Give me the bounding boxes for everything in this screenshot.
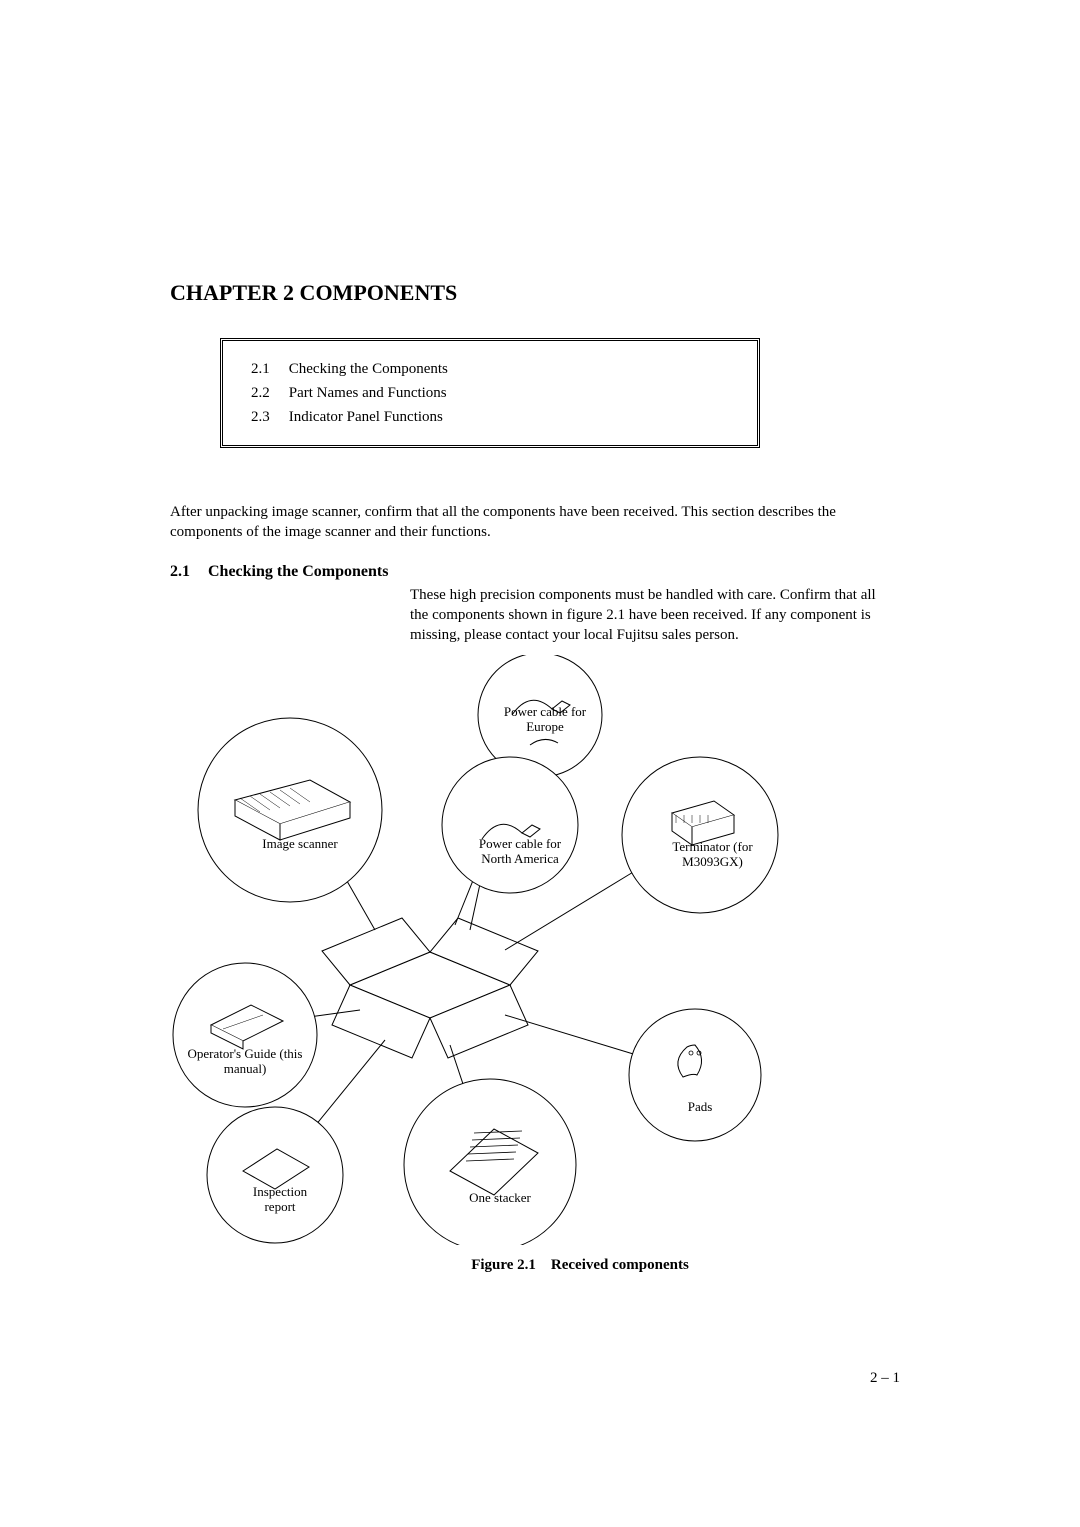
toc-label: Indicator Panel Functions [289, 409, 443, 425]
figure-caption-text: Received components [551, 1257, 689, 1273]
figure-label-pads: Pads [680, 1100, 720, 1114]
toc-item: 2.1 Checking the Components [251, 357, 729, 381]
section-title: Checking the Components [208, 563, 388, 581]
toc-label: Checking the Components [289, 361, 448, 377]
figure-label-inspection: Inspection report [245, 1185, 315, 1214]
figure-label-na-cable: Power cable for North America [470, 837, 570, 866]
figure-label-terminator: Terminator (for M3093GX) [660, 840, 765, 869]
figure-components: Image scanner Power cable for Europe Power… [160, 655, 800, 1245]
section-heading: 2.1 Checking the Components [170, 563, 910, 581]
figure-label-stacker: One stacker [460, 1191, 540, 1205]
chapter-title: CHAPTER 2 COMPONENTS [170, 280, 910, 306]
toc-item: 2.2 Part Names and Functions [251, 381, 729, 405]
figure-label-guide: Operator's Guide (this manual) [185, 1047, 305, 1076]
toc-label: Part Names and Functions [289, 385, 447, 401]
toc-item: 2.3 Indicator Panel Functions [251, 405, 729, 429]
toc-num: 2.1 [251, 357, 285, 381]
intro-paragraph: After unpacking image scanner, confirm t… [170, 502, 910, 543]
figure-label-scanner: Image scanner [250, 837, 350, 851]
figure-caption-label: Figure 2.1 [471, 1257, 536, 1273]
page-number: 2 – 1 [870, 1370, 900, 1387]
figure-label-eu-cable: Power cable for Europe [500, 705, 590, 734]
toc-num: 2.3 [251, 405, 285, 429]
section-body: These high precision components must be … [410, 585, 890, 646]
toc-box: 2.1 Checking the Components 2.2 Part Nam… [220, 338, 760, 448]
section-number: 2.1 [170, 563, 208, 581]
toc-num: 2.2 [251, 381, 285, 405]
figure-caption: Figure 2.1 Received components [250, 1257, 910, 1274]
